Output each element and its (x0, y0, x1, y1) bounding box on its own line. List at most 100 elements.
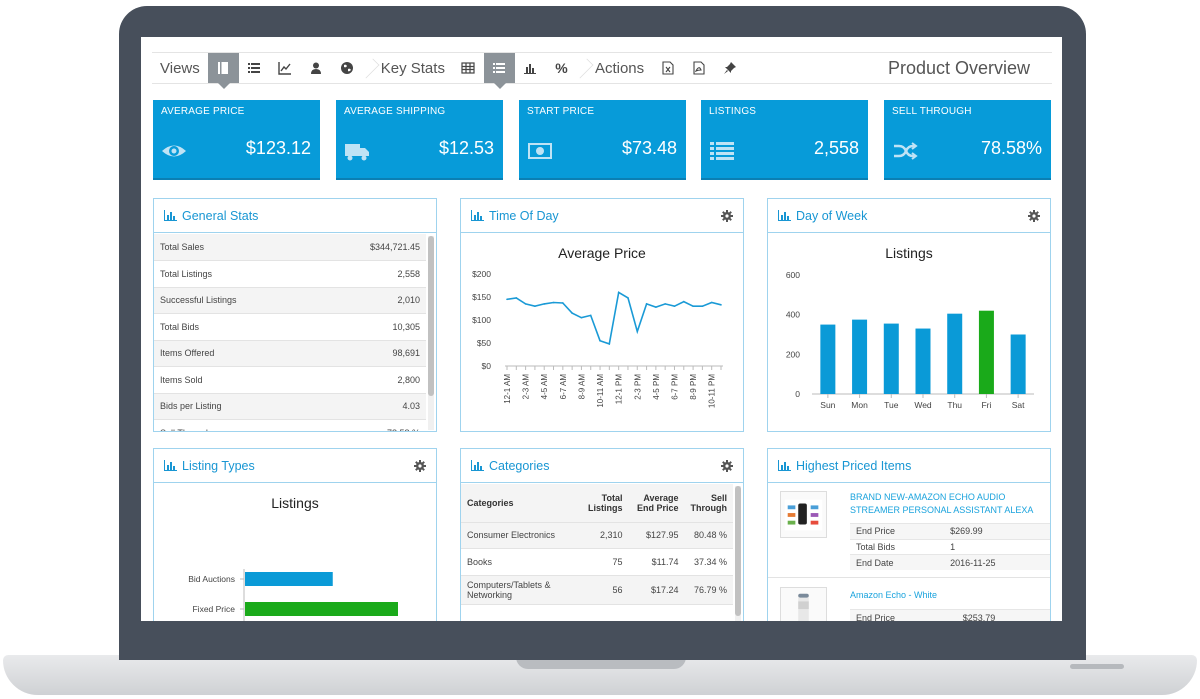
data-point (543, 303, 546, 305)
data-point (552, 301, 555, 304)
product-details: End Price $269.99 Total Bids 1 End Date 201… (850, 523, 1050, 570)
day-of-week-bar-chart: 600 400 200 0 Sun Mon Tue Wed Thu Fri Sat (786, 270, 1034, 410)
data-point (562, 302, 564, 304)
column-header[interactable]: Average End Price (628, 484, 685, 523)
x-tick-label: 12-1 AM (503, 374, 512, 404)
x-tick-label: 12-1 PM (615, 374, 624, 405)
stat-value: 98,691 (313, 340, 426, 367)
stat-value: 2,558 (313, 260, 426, 288)
data-point (506, 298, 508, 301)
pdf-export-icon[interactable] (683, 53, 714, 83)
stat-name: Total Sales (154, 234, 314, 261)
stat-value: $12.53 (438, 138, 494, 158)
x-tick-label: 6-7 AM (559, 374, 568, 400)
eye-icon (161, 140, 187, 162)
data-point (673, 305, 676, 307)
gear-icon[interactable] (721, 209, 733, 222)
detail-row: End Price $253.79 (850, 609, 1050, 621)
stat-card-average-price: AVERAGE PRICE $123.12 (153, 100, 320, 180)
bar (978, 310, 994, 394)
table-icon[interactable] (453, 53, 484, 83)
scrollbar-thumb[interactable] (428, 236, 434, 396)
toolbar: Views Key Stats % Actions (152, 52, 1052, 89)
product-thumbnail[interactable] (780, 491, 827, 538)
stat-value: 2,010 (313, 287, 426, 314)
chart-title: Listings (271, 495, 319, 511)
y-tick-label: $0 (482, 361, 492, 371)
gear-icon[interactable] (721, 459, 733, 472)
stat-value: $73.48 (621, 138, 677, 158)
data-point (692, 305, 694, 307)
gear-icon[interactable] (414, 459, 426, 472)
key-stats-label: Key Stats (380, 59, 445, 77)
y-tick-label: 0 (795, 389, 800, 399)
table-row: Items Offered 98,691 (154, 340, 426, 367)
stat-value: 10,305 (313, 313, 426, 341)
categories-table: Categories Total Listings Average End Pric… (461, 484, 733, 621)
scrollbar-thumb[interactable] (735, 486, 741, 616)
data-point (720, 304, 722, 306)
book-view-icon[interactable] (207, 53, 239, 89)
product-link[interactable]: BRAND NEW-AMAZON ECHO AUDIO STREAMER PER… (850, 492, 1034, 515)
table-header-row: Categories Total Listings Average End Pric… (461, 484, 733, 523)
truck-icon (344, 140, 370, 162)
table-row: Total Listings 2,558 (154, 260, 426, 288)
x-tick-label: Sat (1012, 400, 1025, 410)
y-tick-label: Fixed Price (192, 604, 235, 614)
stat-label: AVERAGE PRICE (161, 106, 245, 117)
y-tick-label: $200 (472, 269, 491, 279)
product-thumbnail[interactable] (780, 587, 827, 621)
list-view-icon[interactable] (239, 53, 270, 83)
panel-title: Highest Priced Items (796, 458, 912, 473)
column-header[interactable]: Total Listings (580, 484, 629, 523)
stat-value: $123.12 (245, 138, 311, 158)
stats-list-icon[interactable] (483, 53, 515, 89)
separator (577, 53, 587, 83)
data-point (571, 312, 573, 314)
detail-key: End Price (850, 609, 957, 621)
x-tick-label: Mon (851, 400, 868, 410)
table-row[interactable]: Consumer Electronics 2,310 $127.95 80.48 % (461, 522, 733, 549)
stat-name: Sell Through (154, 419, 314, 431)
x-tick-label: 10-11 AM (596, 374, 605, 408)
detail-key: Total Bids (850, 538, 945, 555)
table-row[interactable]: Computers/Tablets & Networking 56 $17.24 76… (461, 575, 733, 605)
bar-chart-icon[interactable] (515, 53, 546, 83)
product-link[interactable]: Amazon Echo - White (850, 590, 938, 600)
stat-card-start-price: START PRICE $73.48 (519, 100, 686, 180)
table-row[interactable]: Books 75 $11.74 37.34 % (461, 548, 733, 576)
column-header[interactable]: Categories (461, 484, 581, 523)
percent-icon[interactable]: % (555, 60, 568, 76)
x-tick-label: 8-9 AM (577, 374, 586, 400)
data-point (701, 305, 704, 307)
excel-export-icon[interactable] (652, 53, 683, 83)
data-point (608, 343, 611, 345)
stat-label: SELL THROUGH (892, 106, 972, 117)
bar-chart-icon (164, 210, 177, 221)
panel-header: Time Of Day (461, 199, 743, 233)
gear-icon[interactable] (1028, 209, 1040, 222)
views-label: Views (160, 59, 200, 77)
pin-icon[interactable] (714, 53, 745, 83)
stat-name: Items Sold (154, 366, 314, 394)
user-icon[interactable] (301, 53, 332, 83)
data-point (534, 305, 536, 307)
screen: Views Key Stats % Actions (141, 37, 1062, 621)
bar-chart-icon (471, 460, 484, 471)
data-point (664, 303, 666, 305)
panel-title: Listing Types (182, 458, 255, 473)
x-tick-label: 6-7 PM (670, 374, 679, 400)
data-point (655, 306, 657, 308)
globe-icon[interactable] (332, 53, 363, 83)
time-of-day-line-chart: $200 $150 $100 $50 $0 12-1 AM 2-3 AM 4-5 AM 6-7 … (472, 269, 723, 408)
listing-types-panel: Listing Types Listings Bid Auctions Fixed… (153, 448, 437, 621)
data-point (589, 314, 592, 317)
detail-row: End Date 2016-11-25 (850, 554, 1050, 570)
line-chart-icon[interactable] (270, 53, 301, 83)
x-tick-label: 10-11 PM (708, 374, 717, 408)
column-header[interactable]: Sell Through (684, 484, 733, 523)
stat-name: Items Offered (154, 340, 314, 367)
detail-key: End Price (850, 523, 945, 539)
panel-header: Listing Types (154, 449, 436, 483)
